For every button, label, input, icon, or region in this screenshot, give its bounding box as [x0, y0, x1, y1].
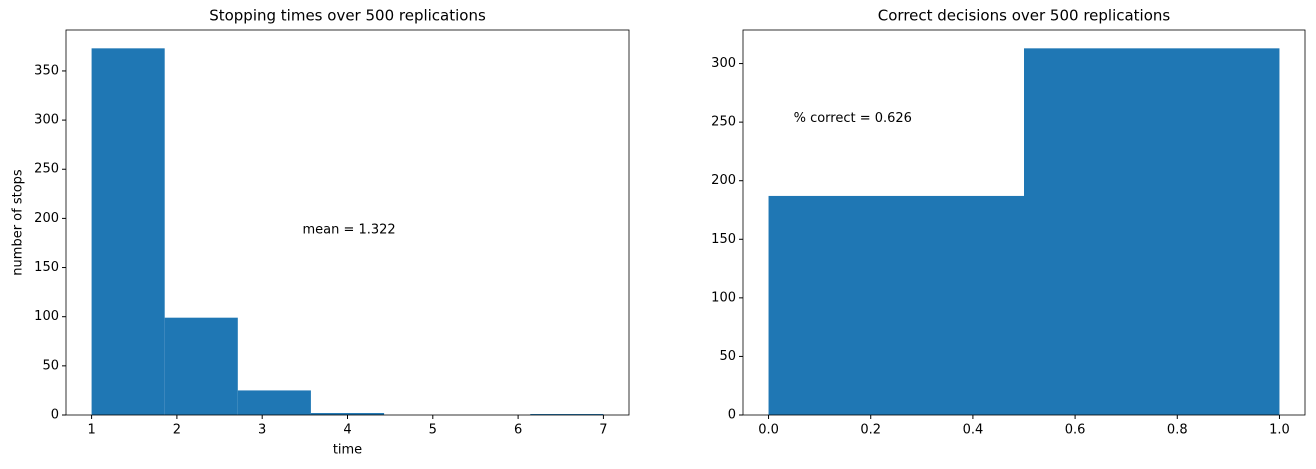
y-tick-label: 300: [34, 113, 59, 128]
y-tick-label: 0: [728, 408, 736, 423]
y-tick-label: 250: [34, 162, 59, 177]
y-tick-label: 300: [711, 56, 736, 71]
bar: [310, 413, 385, 415]
x-tick-label: 0.4: [963, 423, 984, 438]
bar: [1024, 48, 1280, 415]
x-tick-label: 7: [599, 423, 607, 438]
x-tick-label: 0.0: [758, 423, 779, 438]
x-tick-label: 1.0: [1269, 423, 1290, 438]
bar: [91, 48, 165, 415]
annotation: mean = 1.322: [302, 223, 395, 238]
x-tick-label: 4: [343, 423, 351, 438]
y-tick-label: 50: [719, 349, 736, 364]
y-tick-label: 0: [51, 408, 59, 423]
x-tick-label: 6: [514, 423, 522, 438]
x-tick-label: 5: [429, 423, 437, 438]
x-tick-label: 1: [87, 423, 95, 438]
axes-frame: [742, 29, 1306, 416]
y-tick-label: 200: [711, 173, 736, 188]
y-tick-label: 100: [34, 309, 59, 324]
bar: [530, 414, 604, 415]
x-axis-label: time: [333, 443, 362, 458]
x-tick-label: 2: [173, 423, 181, 438]
bar: [237, 390, 311, 415]
chart-title: Stopping times over 500 replications: [209, 7, 486, 25]
annotation: % correct = 0.626: [794, 111, 912, 126]
y-tick-label: 350: [34, 63, 59, 78]
y-tick-label: 200: [34, 211, 59, 226]
y-tick-label: 250: [711, 115, 736, 130]
x-tick-label: 0.8: [1167, 423, 1188, 438]
y-tick-label: 50: [42, 358, 59, 373]
y-tick-label: 150: [34, 260, 59, 275]
x-tick-label: 0.6: [1065, 423, 1086, 438]
x-tick-label: 0.2: [860, 423, 881, 438]
bar: [768, 195, 1024, 415]
x-tick-label: 3: [258, 423, 266, 438]
chart-title: Correct decisions over 500 replications: [878, 7, 1171, 25]
y-tick-label: 100: [711, 290, 736, 305]
y-tick-label: 150: [711, 232, 736, 247]
y-axis-label: number of stops: [11, 169, 26, 276]
bar: [164, 317, 238, 415]
